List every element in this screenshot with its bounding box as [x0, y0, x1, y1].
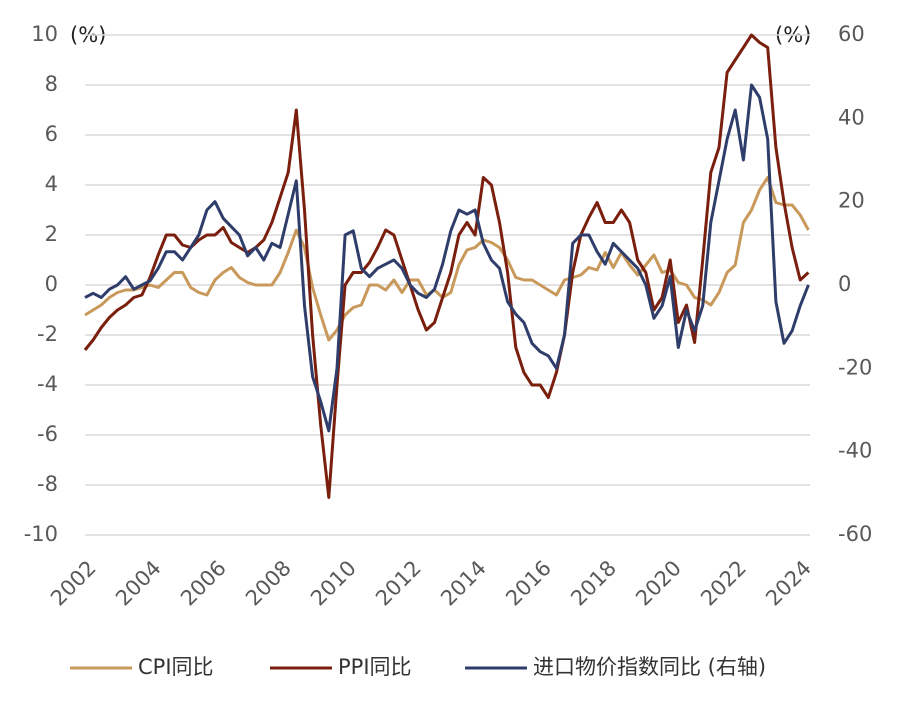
y2-tick-label: 20 [838, 189, 865, 213]
x-tick-label: 2014 [436, 556, 491, 611]
y-tick-label: -8 [37, 472, 58, 496]
x-tick-label: 2012 [371, 556, 426, 611]
legend-label: 进口物价指数同比 (右轴) [533, 655, 766, 679]
y-tick-label: 10 [31, 22, 58, 46]
y-tick-label: -4 [37, 372, 58, 396]
y2-tick-label: 60 [838, 22, 865, 46]
x-tick-label: 2024 [761, 556, 816, 611]
legend-label: CPI同比 [138, 655, 214, 679]
x-tick-label: 2008 [241, 556, 296, 611]
data-line [83, 33, 810, 499]
x-tick-label: 2004 [111, 556, 166, 611]
x-tick-label: 2020 [631, 556, 686, 611]
x-tick-label: 2018 [566, 556, 621, 611]
legend-label: PPI同比 [338, 655, 412, 679]
data-line [84, 83, 810, 433]
y-tick-label: 2 [45, 222, 58, 246]
y2-tick-label: -20 [838, 355, 872, 379]
y2-tick-label: 0 [838, 272, 851, 296]
x-tick-label: 2002 [46, 556, 101, 611]
y-tick-label: 4 [45, 172, 58, 196]
x-tick-label: 2010 [306, 556, 361, 611]
data-line [84, 176, 810, 342]
x-tick-label: 2016 [501, 556, 556, 611]
y2-tick-label: 40 [838, 105, 865, 129]
y-tick-label: 8 [45, 72, 58, 96]
y2-tick-label: -60 [838, 522, 872, 546]
y-tick-label: 6 [45, 122, 58, 146]
y-tick-label: -6 [37, 422, 58, 446]
y-tick-label: -10 [24, 522, 58, 546]
x-tick-label: 2022 [696, 556, 751, 611]
y-tick-label: 0 [45, 272, 58, 296]
x-tick-label: 2006 [176, 556, 231, 611]
y-tick-label: -2 [37, 322, 58, 346]
y2-tick-label: -40 [838, 439, 872, 463]
